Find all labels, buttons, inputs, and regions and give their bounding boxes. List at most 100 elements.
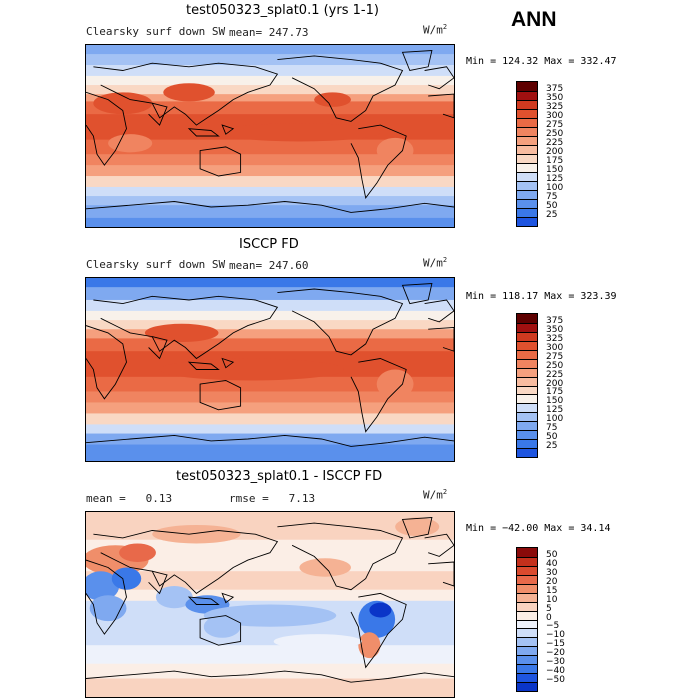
colorbar-label: 30 (546, 567, 558, 578)
colorbar-swatch (517, 673, 537, 683)
colorbar-swatch (517, 637, 537, 647)
colorbar-swatch (517, 655, 537, 665)
colorbar-label: 275 (546, 120, 564, 130)
colorbar-swatch (517, 394, 537, 404)
colorbar-label: 50 (546, 201, 558, 211)
colorbar-swatch (517, 601, 537, 611)
colorbar-label: 200 (546, 378, 564, 389)
colorbar-swatch (517, 331, 537, 341)
colorbar-swatch (517, 682, 537, 691)
colorbar-label: 175 (546, 156, 564, 166)
colorbar-swatch (517, 646, 537, 656)
panel-model-minmax: Min = 124.32 Max = 332.47 (466, 56, 617, 67)
colorbar-swatch (517, 412, 537, 422)
panel-diff-rmse: rmse = 7.13 (229, 492, 316, 505)
colorbar-swatch (517, 127, 537, 136)
model-sw-map (86, 45, 454, 227)
colorbar-swatch (517, 556, 537, 566)
colorbar-label: 75 (546, 423, 558, 434)
colorbar-swatch (517, 421, 537, 431)
colorbar-label: −5 (546, 621, 560, 632)
colorbar-label: −15 (546, 639, 565, 650)
panel-obs-map (85, 277, 455, 462)
colorbar-label: 50 (546, 549, 558, 560)
colorbar-label: 20 (546, 576, 558, 587)
colorbar-label: 250 (546, 360, 564, 371)
panel-obs-title: ISCCP FD (239, 237, 299, 252)
colorbar-label: 325 (546, 102, 564, 112)
colorbar-swatch (517, 358, 537, 368)
colorbar-label: 100 (546, 183, 564, 193)
colorbar-swatch (517, 664, 537, 674)
panel-diff-minmax: Min = −42.00 Max = 34.14 (466, 523, 611, 534)
colorbar-label: 0 (546, 612, 552, 623)
colorbar-label: 275 (546, 351, 564, 362)
colorbar-label: 125 (546, 174, 564, 184)
colorbar-swatch (517, 628, 537, 638)
colorbar-swatch (517, 403, 537, 413)
colorbar-swatch (517, 619, 537, 629)
colorbar-label: 10 (546, 594, 558, 605)
colorbar-swatch (517, 340, 537, 350)
panel-diff-map (85, 511, 455, 698)
colorbar-swatch (517, 145, 537, 154)
panel-obs-field: Clearsky surf down SW (86, 258, 226, 271)
colorbar-swatch (517, 154, 537, 163)
colorbar-label: −50 (546, 675, 565, 686)
colorbar-swatch (517, 314, 537, 323)
colorbar-label: 125 (546, 405, 564, 416)
panel-obs-colorbar (516, 313, 538, 458)
colorbar-label: 50 (546, 432, 558, 443)
colorbar-label: −40 (546, 666, 565, 677)
panel-diff-colorbar (516, 547, 538, 692)
colorbar-label: −10 (546, 630, 565, 641)
colorbar-swatch (517, 118, 537, 127)
colorbar-label: 325 (546, 333, 564, 344)
panel-diff-units: W/m2 (423, 488, 448, 502)
obs-sw-map (86, 278, 454, 461)
panel-obs-minmax: Min = 118.17 Max = 323.39 (466, 291, 617, 302)
colorbar-swatch (517, 91, 537, 100)
colorbar-swatch (517, 548, 537, 557)
colorbar-label: 300 (546, 111, 564, 121)
panel-model-field: Clearsky surf down SW (86, 25, 226, 38)
colorbar-swatch (517, 583, 537, 593)
panel-diff-mean: mean = 0.13 (86, 492, 173, 505)
colorbar-label: 225 (546, 138, 564, 148)
panel-diff-title: test050323_splat0.1 - ISCCP FD (176, 469, 383, 484)
colorbar-swatch (517, 439, 537, 449)
colorbar-swatch (517, 136, 537, 145)
panel-model-units: W/m2 (423, 23, 448, 37)
colorbar-label: −30 (546, 657, 565, 668)
colorbar-label: 375 (546, 315, 564, 326)
colorbar-label: 40 (546, 558, 558, 569)
colorbar-label: 200 (546, 147, 564, 157)
colorbar-swatch (517, 322, 537, 332)
panel-obs-mean: mean= 247.60 (229, 259, 309, 272)
colorbar-swatch (517, 430, 537, 440)
colorbar-swatch (517, 190, 537, 199)
colorbar-label: 15 (546, 585, 558, 596)
panel-model-mean: mean= 247.73 (229, 26, 309, 39)
colorbar-label: 150 (546, 396, 564, 407)
colorbar-swatch (517, 217, 537, 226)
colorbar-swatch (517, 109, 537, 118)
colorbar-swatch (517, 208, 537, 217)
panel-obs-units: W/m2 (423, 256, 448, 270)
colorbar-swatch (517, 367, 537, 377)
colorbar-swatch (517, 376, 537, 386)
colorbar-swatch (517, 199, 537, 208)
diff-sw-map (86, 512, 454, 697)
colorbar-swatch (517, 82, 537, 91)
colorbar-label: 375 (546, 84, 564, 94)
colorbar-swatch (517, 592, 537, 602)
colorbar-swatch (517, 448, 537, 457)
colorbar-swatch (517, 181, 537, 190)
colorbar-swatch (517, 163, 537, 172)
colorbar-label: 75 (546, 192, 558, 202)
colorbar-label: 175 (546, 387, 564, 398)
colorbar-label: 5 (546, 603, 552, 614)
colorbar-label: 150 (546, 165, 564, 175)
colorbar-label: 25 (546, 441, 558, 452)
colorbar-label: 250 (546, 129, 564, 139)
